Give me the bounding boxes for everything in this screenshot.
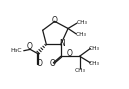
Text: O: O [67,49,73,58]
Text: O: O [51,16,57,25]
Text: CH₃: CH₃ [75,32,86,37]
Text: CH₃: CH₃ [89,61,100,66]
Text: CH₃: CH₃ [76,20,87,25]
Text: O: O [49,59,55,68]
Text: O: O [27,42,33,51]
Text: H₃C: H₃C [10,48,22,53]
Text: CH₃: CH₃ [89,46,100,51]
Text: CH₃: CH₃ [74,68,85,73]
Text: N: N [59,39,65,48]
Text: O: O [36,59,42,68]
